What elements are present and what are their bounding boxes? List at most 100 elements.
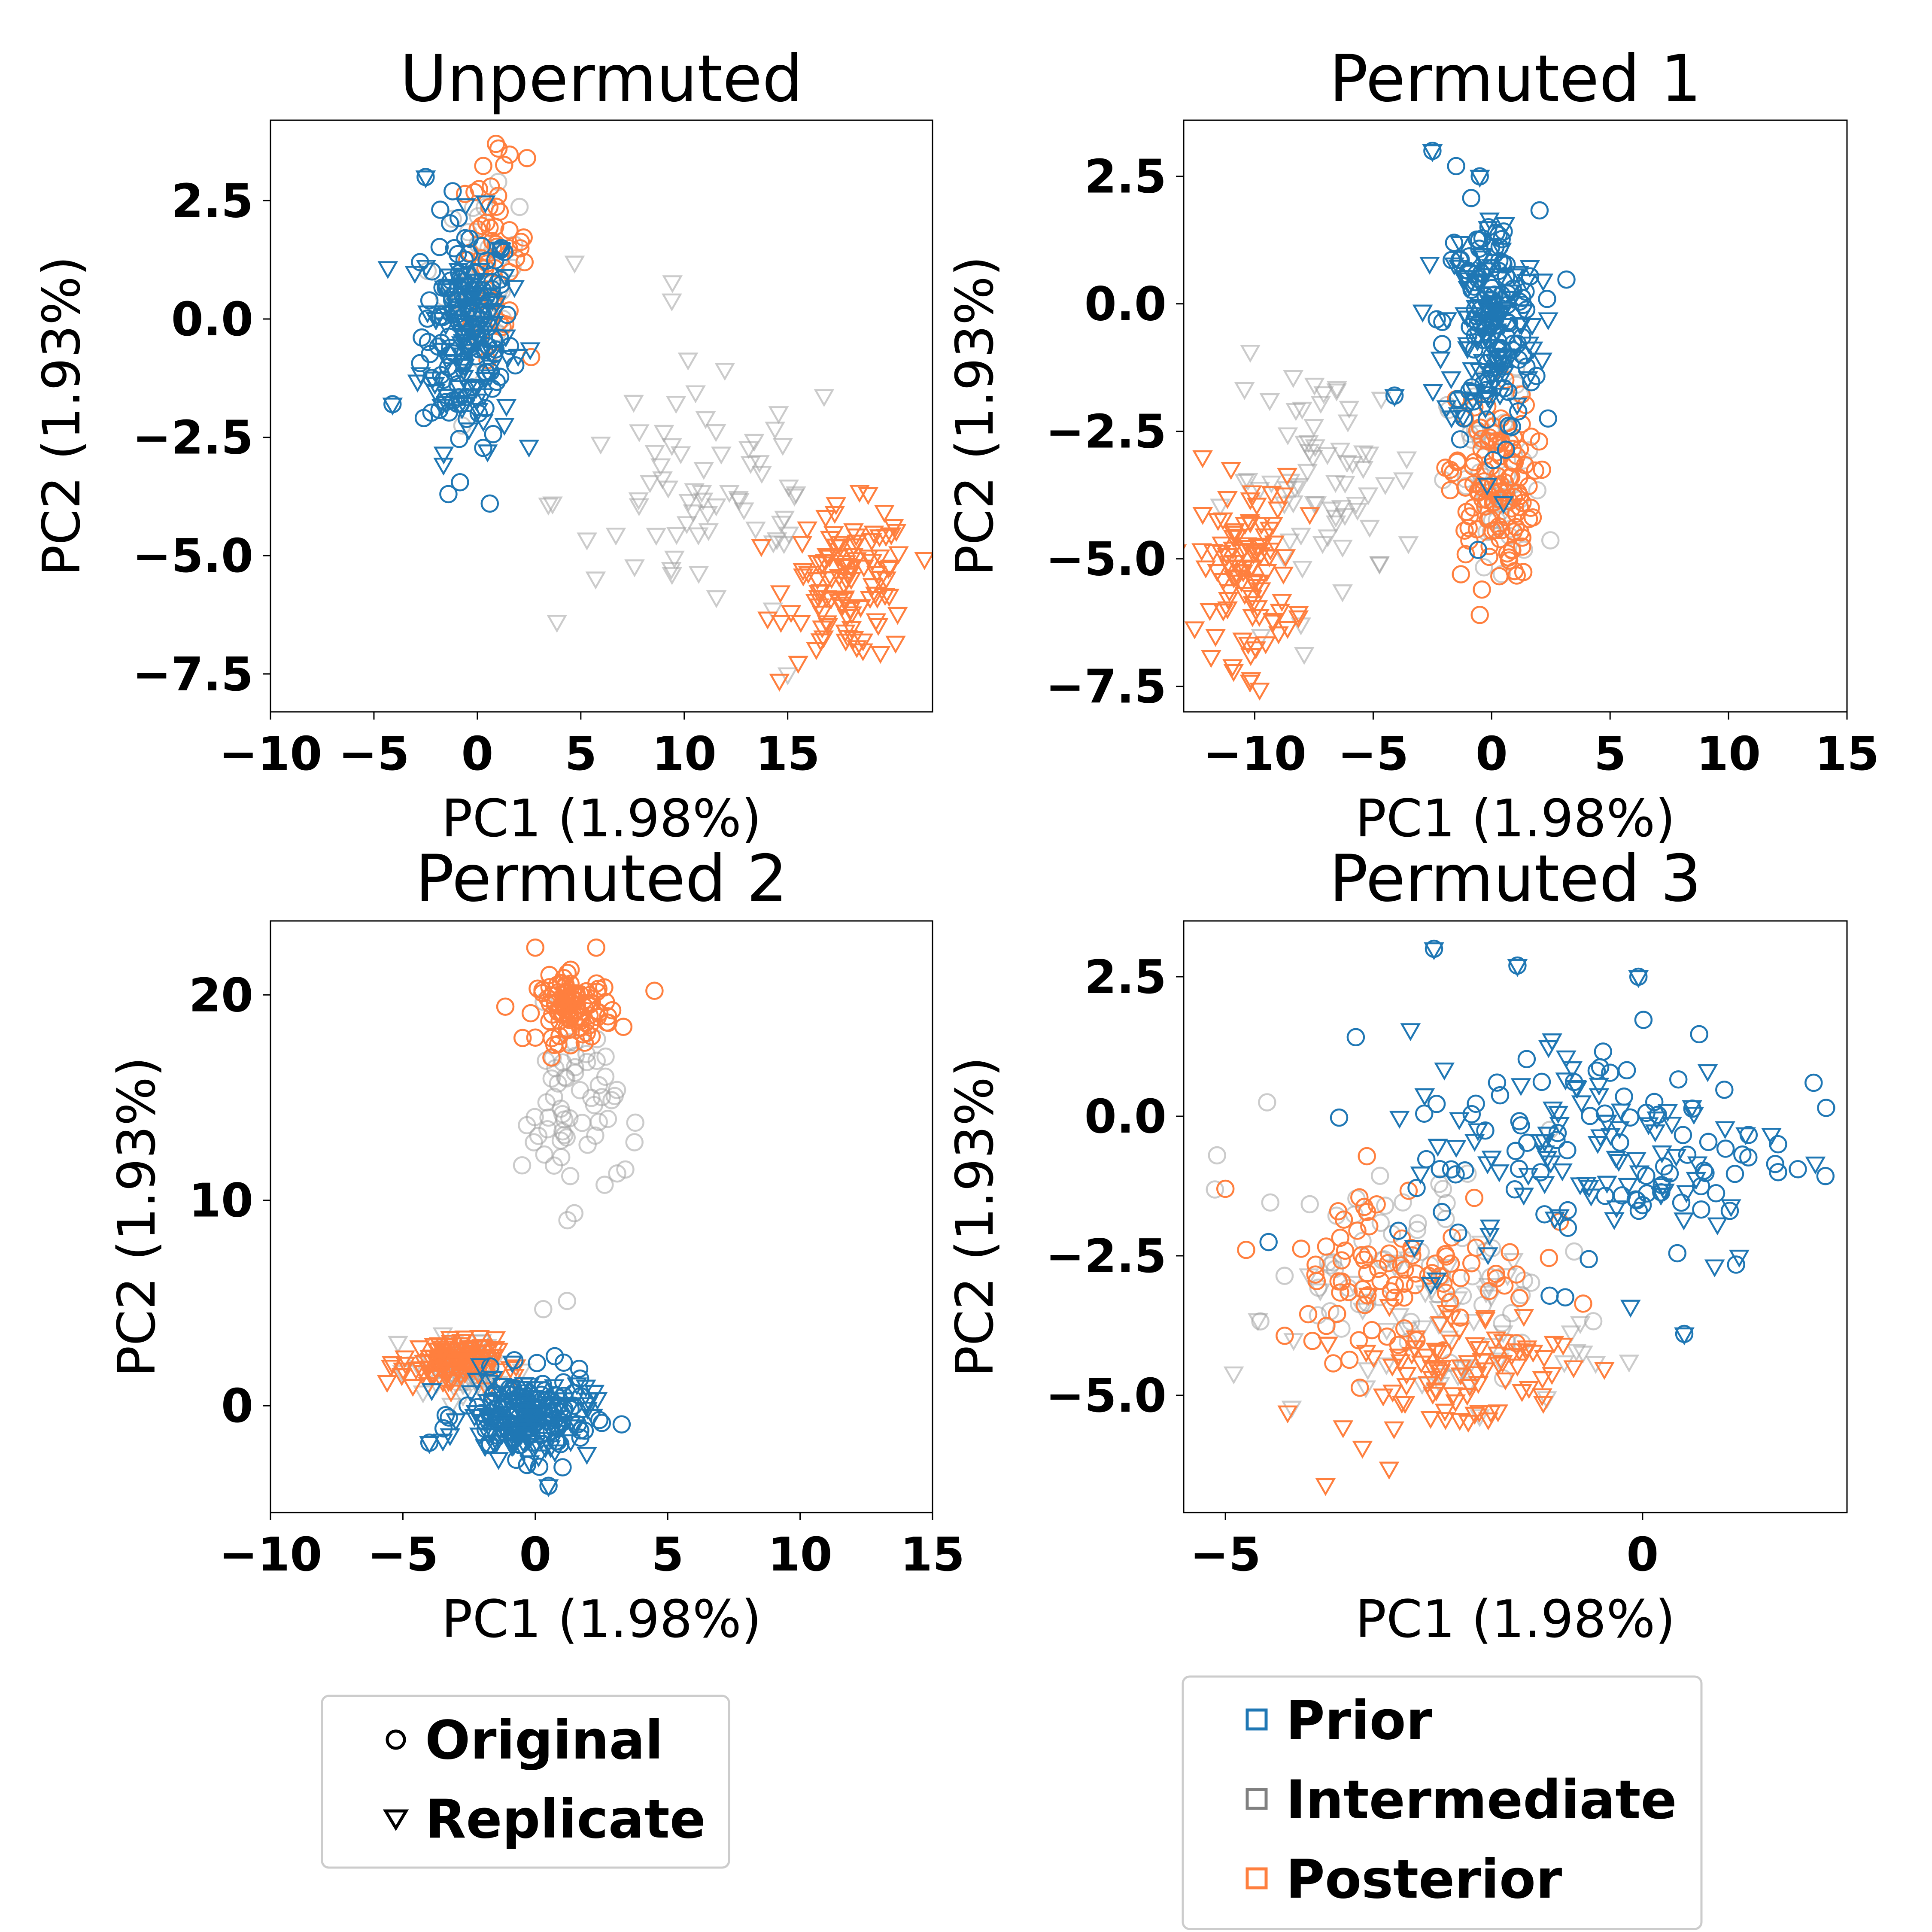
point-posterior-original (1363, 1321, 1381, 1340)
point-prior-replicate (1650, 1188, 1671, 1206)
point-intermediate-replicate (1332, 539, 1353, 558)
point-prior-original (1558, 1141, 1577, 1160)
x-tick-label: 5 (652, 1528, 684, 1582)
point-intermediate-replicate (1334, 508, 1355, 526)
point-prior-replicate (1657, 1104, 1678, 1122)
point-prior-replicate (491, 1427, 512, 1446)
point-posterior-replicate (1449, 1322, 1470, 1341)
point-posterior-replicate (854, 559, 874, 578)
point-posterior-original (1317, 1237, 1336, 1256)
point-prior-original (1455, 1161, 1474, 1180)
point-intermediate-replicate (768, 406, 789, 424)
point-posterior-original (486, 134, 505, 153)
point-posterior-replicate (835, 624, 856, 643)
point-posterior-original (1574, 1294, 1592, 1313)
point-intermediate-replicate (665, 396, 687, 414)
point-intermediate-original (444, 210, 462, 228)
point-intermediate-replicate (662, 438, 682, 456)
point-intermediate-original (1453, 1229, 1472, 1247)
point-posterior-replicate (1240, 492, 1261, 510)
point-intermediate-original (1206, 1180, 1224, 1199)
point-prior-replicate (474, 299, 495, 317)
point-prior-replicate (1513, 1188, 1534, 1206)
point-prior-replicate (560, 1434, 581, 1452)
point-posterior-replicate (1277, 621, 1298, 639)
point-intermediate-replicate (678, 494, 699, 512)
point-prior-replicate (419, 1436, 440, 1454)
point-prior-original (430, 238, 449, 256)
point-prior-original (418, 309, 437, 328)
point-prior-replicate (468, 403, 489, 421)
point-prior-original (411, 253, 429, 271)
point-posterior-replicate (469, 1330, 490, 1348)
point-intermediate-replicate (1585, 1356, 1606, 1374)
point-prior-replicate (474, 372, 495, 390)
point-prior-replicate (520, 342, 541, 361)
point-posterior-replicate (868, 618, 889, 636)
point-prior-replicate (1579, 1180, 1599, 1198)
point-posterior-replicate (1437, 1305, 1457, 1323)
point-prior-replicate (544, 1379, 565, 1397)
point-prior-replicate (1489, 388, 1510, 406)
point-posterior-replicate (1467, 1366, 1488, 1385)
point-prior-replicate (1626, 1152, 1646, 1170)
point-prior-replicate (1617, 1178, 1638, 1196)
point-prior-replicate (1480, 339, 1501, 357)
point-posterior-original (1526, 461, 1545, 480)
point-posterior-replicate (1390, 1354, 1411, 1373)
point-posterior-replicate (1333, 1420, 1354, 1439)
point-intermediate-replicate (1335, 475, 1355, 494)
point-posterior-replicate (1242, 596, 1264, 614)
point-prior-replicate (1676, 1185, 1697, 1203)
point-prior-original (431, 200, 450, 219)
x-tick-label: 10 (1696, 727, 1761, 781)
point-posterior-replicate (812, 556, 832, 574)
point-posterior-replicate (1251, 582, 1271, 601)
point-posterior-replicate (1217, 601, 1238, 620)
point-prior-replicate (1608, 1154, 1629, 1172)
point-posterior-original (1352, 1246, 1371, 1264)
point-intermediate-replicate (658, 480, 679, 499)
point-prior-original (553, 1458, 572, 1476)
point-posterior-replicate (1201, 650, 1221, 668)
point-posterior-original (1380, 1244, 1398, 1263)
point-intermediate-original (1512, 1286, 1531, 1304)
point-prior-original (1433, 335, 1452, 353)
point-posterior-replicate (840, 601, 861, 620)
point-prior-replicate (519, 1455, 540, 1473)
y-tick-label: 2.5 (1084, 150, 1166, 204)
point-intermediate-replicate (1337, 414, 1358, 433)
point-posterior-replicate (1459, 1379, 1480, 1397)
point-intermediate-replicate (772, 438, 793, 456)
point-intermediate-replicate (693, 492, 714, 511)
point-intermediate-replicate (577, 532, 597, 551)
point-posterior-replicate (887, 607, 908, 625)
point-intermediate-replicate (664, 550, 685, 569)
point-intermediate-original (1522, 1273, 1540, 1292)
point-intermediate-replicate (1619, 1355, 1640, 1373)
point-prior-replicate (437, 354, 458, 372)
point-prior-replicate (577, 1447, 597, 1465)
point-posterior-original (1510, 487, 1529, 505)
point-prior-replicate (490, 242, 511, 260)
point-prior-original (1499, 416, 1518, 435)
point-posterior-original (1530, 432, 1549, 451)
point-prior-replicate (1761, 1128, 1782, 1146)
point-posterior-replicate (1594, 1362, 1615, 1380)
point-posterior-replicate (841, 621, 862, 639)
point-posterior-replicate (835, 555, 857, 574)
point-intermediate-replicate (1248, 1313, 1268, 1331)
point-prior-replicate (1493, 496, 1514, 514)
point-posterior-replicate (1472, 1353, 1493, 1372)
point-posterior-replicate (914, 552, 933, 570)
point-posterior-replicate (829, 536, 850, 554)
point-prior-replicate (425, 312, 447, 331)
point-prior-replicate (577, 1397, 598, 1416)
point-posterior-original (1514, 563, 1533, 581)
point-posterior-replicate (1208, 513, 1228, 531)
point-posterior-replicate (1275, 549, 1296, 568)
point-posterior-replicate (1401, 1347, 1422, 1365)
point-prior-replicate (1519, 260, 1540, 278)
point-intermediate-original (577, 1045, 596, 1063)
